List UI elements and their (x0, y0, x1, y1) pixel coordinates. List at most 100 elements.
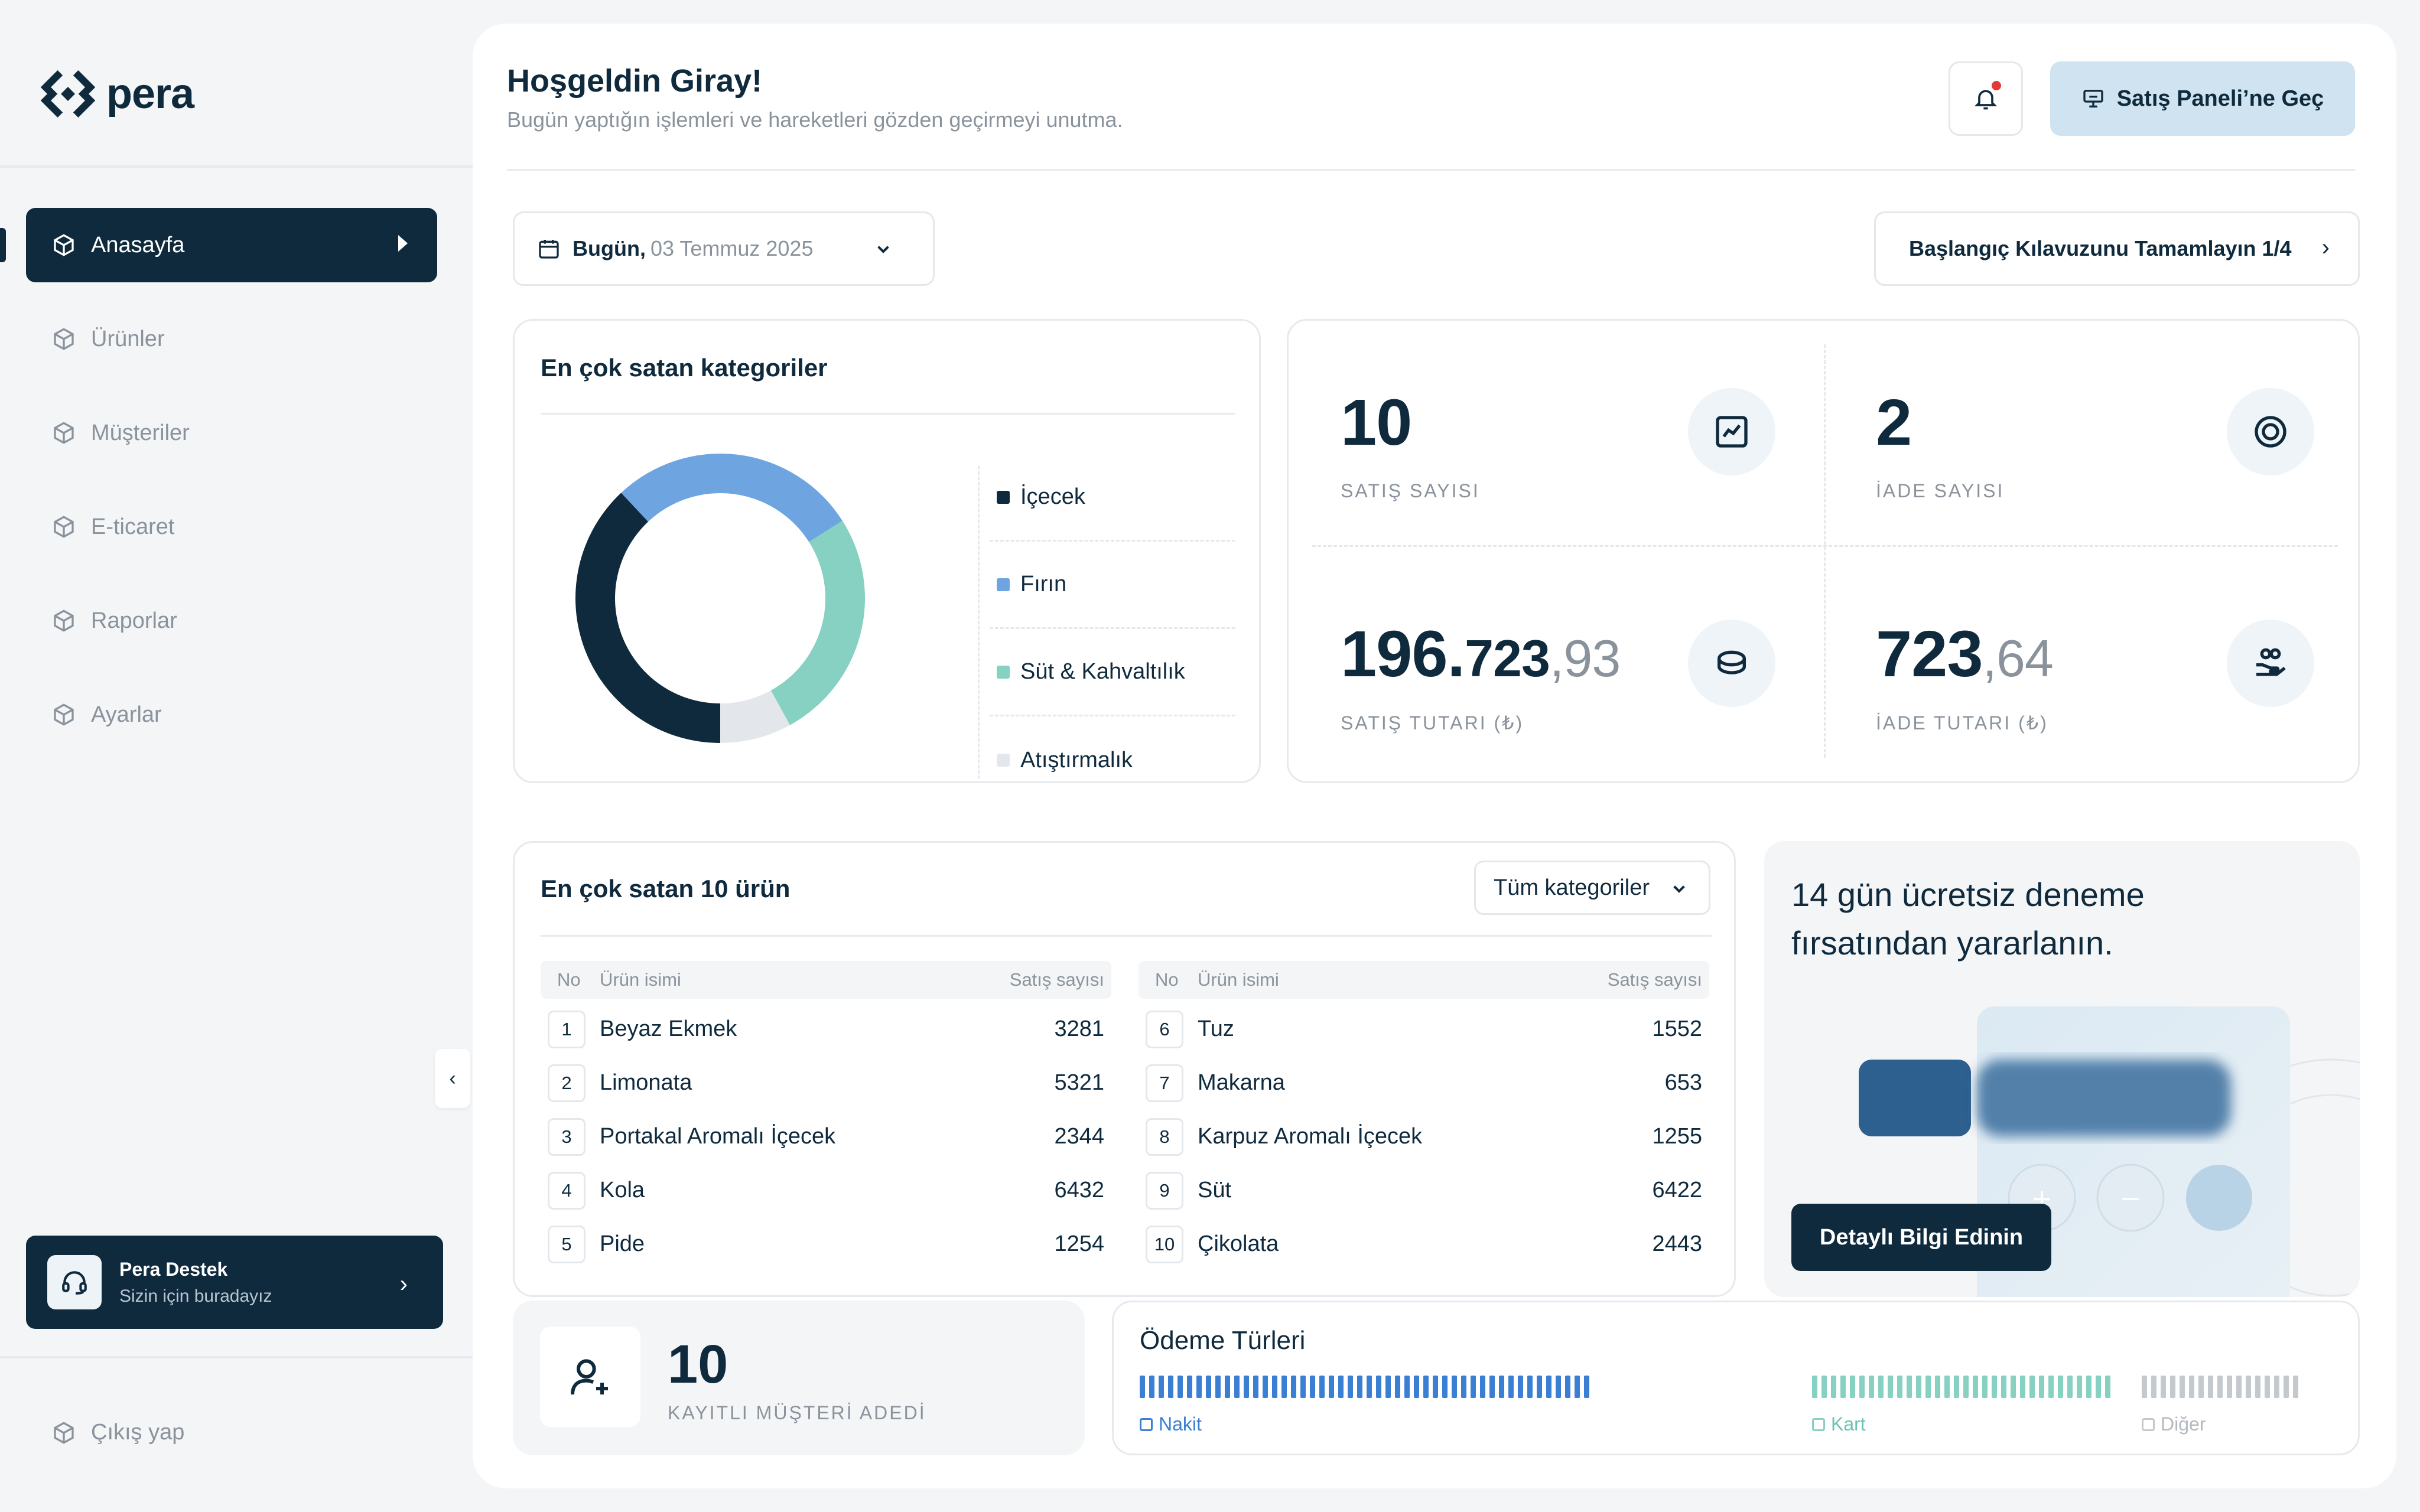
payment-bar-segment (1537, 1376, 1542, 1398)
donut-slice-Atıştırmalık[interactable] (720, 690, 791, 743)
stat-value-decimal: ,93 (1549, 629, 1621, 687)
payment-bar-segment (2208, 1376, 2213, 1398)
payment-bar-segment (2293, 1376, 2298, 1398)
sales-panel-button[interactable]: Satış Paneli’ne Geç (2050, 61, 2355, 136)
payment-bar-segment (1300, 1376, 1306, 1398)
table-row[interactable]: 3 Portakal Aromalı İçecek 2344 (541, 1110, 1111, 1164)
date-picker[interactable]: Bugün, 03 Temmuz 2025 (513, 211, 935, 286)
payment-name: Diğer (2161, 1413, 2206, 1435)
row-number: 3 (548, 1117, 586, 1156)
payment-bar-segment (1992, 1376, 1997, 1398)
row-number: 2 (548, 1064, 586, 1102)
legend-item[interactable]: Fırın (990, 542, 1235, 629)
monitor-icon (2083, 90, 2103, 107)
row-number: 9 (1146, 1171, 1183, 1210)
table-header: No Ürün isimi Satış sayısı (1139, 961, 1709, 999)
onboarding-guide-button[interactable]: Başlangıç Kılavuzunu Tamamlayın 1/4 › (1874, 211, 2360, 286)
pera-logo-icon (40, 70, 96, 118)
payment-name: Kart (1831, 1413, 1866, 1435)
table-row[interactable]: 5 Pide 1254 (541, 1217, 1111, 1271)
stats-card: 10 SATIŞ SAYISI 2 İADE SAYISI 196.723,93… (1287, 319, 2360, 783)
stat-value: 723,64 (1876, 622, 2054, 687)
payment-bar-segment (1840, 1376, 1846, 1398)
cube-icon (54, 328, 74, 350)
payment-bar-segment (1159, 1376, 1164, 1398)
sidebar: pera Anasayfa Ürünler Müşteriler E-ticar… (0, 0, 473, 1512)
legend-item[interactable]: Atıştırmalık (990, 716, 1235, 804)
payment-bar-segment (1935, 1376, 1940, 1398)
payment-types-card: Ödeme Türleri Nakit Kart Diğer (1112, 1301, 2360, 1455)
sidebar-item-customers[interactable]: Müşteriler (26, 396, 437, 470)
column-header-name: Ürün isimi (600, 969, 681, 990)
product-name: Portakal Aromalı İçecek (600, 1124, 836, 1149)
payment-bar-segment (2180, 1376, 2185, 1398)
calendar-icon (539, 240, 559, 259)
logout-button[interactable]: Çıkış yap (52, 1420, 184, 1445)
column-header-no: No (1155, 969, 1179, 990)
payment-bar-segment (1508, 1376, 1514, 1398)
category-filter-value: Tüm kategoriler (1494, 875, 1650, 900)
legend-item[interactable]: Süt & Kahvaltılık (990, 629, 1235, 716)
payment-bar-segment (2217, 1376, 2223, 1398)
payment-bar-segment (1196, 1376, 1202, 1398)
payment-bar-segment (1385, 1376, 1391, 1398)
payment-bar-segment (2255, 1376, 2260, 1398)
table-row[interactable]: 2 Limonata 5321 (541, 1056, 1111, 1110)
table-row[interactable]: 10 Çikolata 2443 (1139, 1217, 1709, 1271)
chevron-right-icon: › (399, 1271, 408, 1297)
notifications-button[interactable] (1949, 61, 2023, 136)
trial-title: 14 gün ücretsiz deneme fırsatından yarar… (1791, 876, 2145, 962)
payment-bar-segment (1489, 1376, 1495, 1398)
table-row[interactable]: 8 Karpuz Aromalı İçecek 1255 (1139, 1110, 1709, 1164)
support-card[interactable]: Pera Destek Sizin için buradayız › (26, 1236, 443, 1329)
bell-icon (1974, 90, 1998, 110)
payment-bar-segment (1916, 1376, 1921, 1398)
payment-bar-segment (1225, 1376, 1230, 1398)
brand-logo[interactable]: pera (40, 66, 194, 122)
payment-label-cash: Nakit (1140, 1413, 1202, 1435)
category-filter-select[interactable]: Tüm kategoriler (1474, 861, 1710, 915)
product-name: Limonata (600, 1070, 692, 1095)
payment-bar-segment (1404, 1376, 1410, 1398)
payment-bar-segment (1206, 1376, 1211, 1398)
sidebar-divider (0, 1356, 473, 1358)
sales-count: 2443 (1652, 1231, 1702, 1256)
payment-bar-segment (1963, 1376, 1969, 1398)
legend-box-icon (1140, 1418, 1153, 1431)
donut-slice-Süt & Kahvaltılık[interactable] (770, 520, 865, 725)
chevron-down-icon (877, 246, 889, 253)
donut-slice-İçecek[interactable] (575, 493, 720, 743)
sidebar-item-ecommerce[interactable]: E-ticaret (26, 490, 437, 564)
learn-more-button[interactable]: Detaylı Bilgi Edinin (1791, 1204, 2051, 1271)
payment-bar-segment (1310, 1376, 1315, 1398)
active-indicator (0, 228, 6, 262)
sales-panel-label: Satış Paneli’ne Geç (2116, 86, 2324, 111)
row-number: 1 (548, 1010, 586, 1048)
brand-name: pera (106, 70, 194, 118)
table-row[interactable]: 7 Makarna 653 (1139, 1056, 1709, 1110)
sidebar-item-settings[interactable]: Ayarlar (26, 677, 437, 752)
return-coin-icon (2227, 388, 2314, 475)
payment-bar-cash (1140, 1376, 1589, 1398)
table-row[interactable]: 6 Tuz 1552 (1139, 1002, 1709, 1056)
chart-legend: İçecek Fırın Süt & Kahvaltılık Atıştırma… (990, 454, 1235, 804)
date-value: 03 Temmuz 2025 (650, 236, 814, 260)
table-row[interactable]: 9 Süt 6422 (1139, 1164, 1709, 1217)
donut-slice-Fırın[interactable] (621, 454, 843, 542)
headset-icon (47, 1255, 102, 1309)
sidebar-item-products[interactable]: Ürünler (26, 302, 437, 376)
sidebar-item-reports[interactable]: Raporlar (26, 584, 437, 658)
payment-bar-segment (1329, 1376, 1334, 1398)
sidebar-item-home[interactable]: Anasayfa (26, 208, 437, 282)
legend-item[interactable]: İçecek (990, 454, 1235, 542)
collapse-sidebar-button[interactable]: ‹ (435, 1049, 470, 1108)
stat-value-int: 723 (1876, 618, 1983, 690)
svg-text:−: − (2120, 1184, 2142, 1214)
payment-bar-segment (1414, 1376, 1419, 1398)
products-table-left: No Ürün isimi Satış sayısı 1 Beyaz Ekmek 3… (541, 961, 1111, 1271)
payment-bar-segment (2284, 1376, 2289, 1398)
stat-sales-count: 10 SATIŞ SAYISI (1341, 390, 1480, 502)
table-row[interactable]: 1 Beyaz Ekmek 3281 (541, 1002, 1111, 1056)
page-subtitle: Bugün yaptığın işlemleri ve hareketleri … (507, 107, 1123, 132)
table-row[interactable]: 4 Kola 6432 (541, 1164, 1111, 1217)
